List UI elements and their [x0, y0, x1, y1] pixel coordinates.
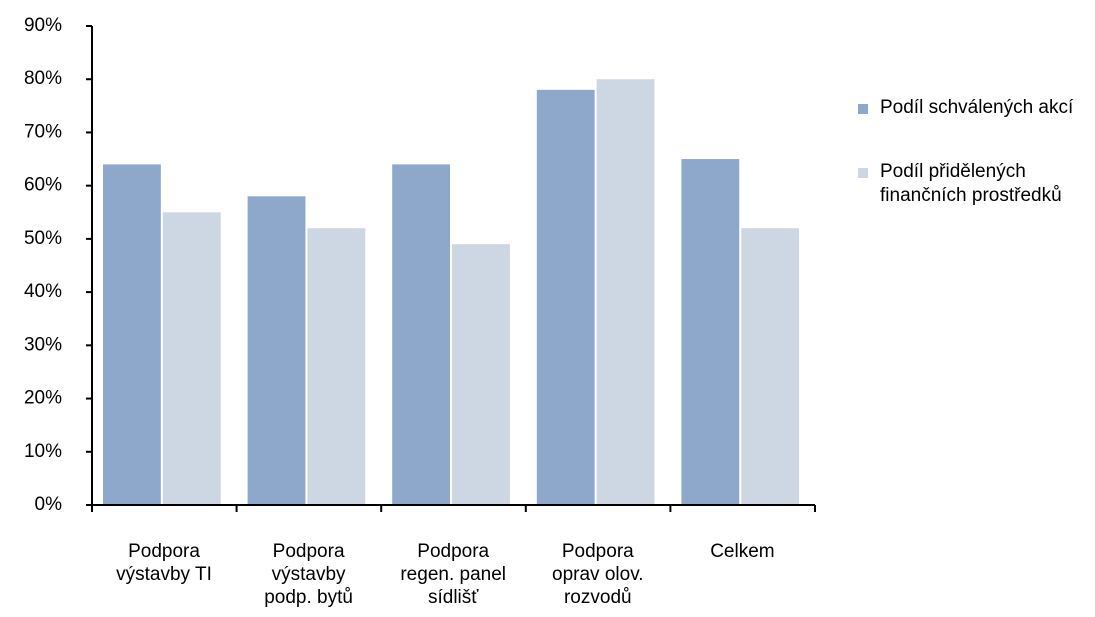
- legend-swatch: [858, 168, 868, 178]
- y-tick-label: 70%: [24, 121, 62, 142]
- bar: [392, 164, 451, 505]
- y-tick-label: 30%: [24, 334, 62, 355]
- y-tick-label: 60%: [24, 175, 62, 196]
- legend-label: Podíl schválených akcí: [880, 97, 1074, 118]
- y-tick-label: 50%: [24, 228, 62, 249]
- y-tick-label: 20%: [24, 388, 62, 409]
- bar: [741, 228, 800, 505]
- y-tick-label: 10%: [24, 441, 62, 462]
- y-tick-label: 0%: [35, 494, 63, 515]
- x-tick-label: Podpora oprav olov. rozvodů: [552, 541, 644, 608]
- x-tick-label: Podpora regen. panel sídlišť: [400, 541, 507, 608]
- bar: [452, 244, 510, 505]
- legend-swatch: [858, 104, 868, 114]
- bar: [103, 164, 161, 505]
- x-tick-label: Celkem: [710, 541, 775, 562]
- bar: [536, 89, 595, 505]
- bar: [162, 212, 221, 505]
- y-tick-label: 40%: [24, 281, 62, 302]
- bar: [596, 79, 655, 505]
- bar: [247, 196, 306, 506]
- y-tick-label: 80%: [24, 68, 62, 89]
- bar: [681, 159, 740, 506]
- legend-label: Podíl přidělených finančních prostředků: [880, 161, 1062, 206]
- y-tick-label: 90%: [24, 15, 62, 36]
- x-tick-label: Podpora výstavby TI: [116, 541, 212, 585]
- bar: [307, 228, 366, 505]
- x-tick-label: Podpora výstavby podp. bytů: [264, 541, 353, 608]
